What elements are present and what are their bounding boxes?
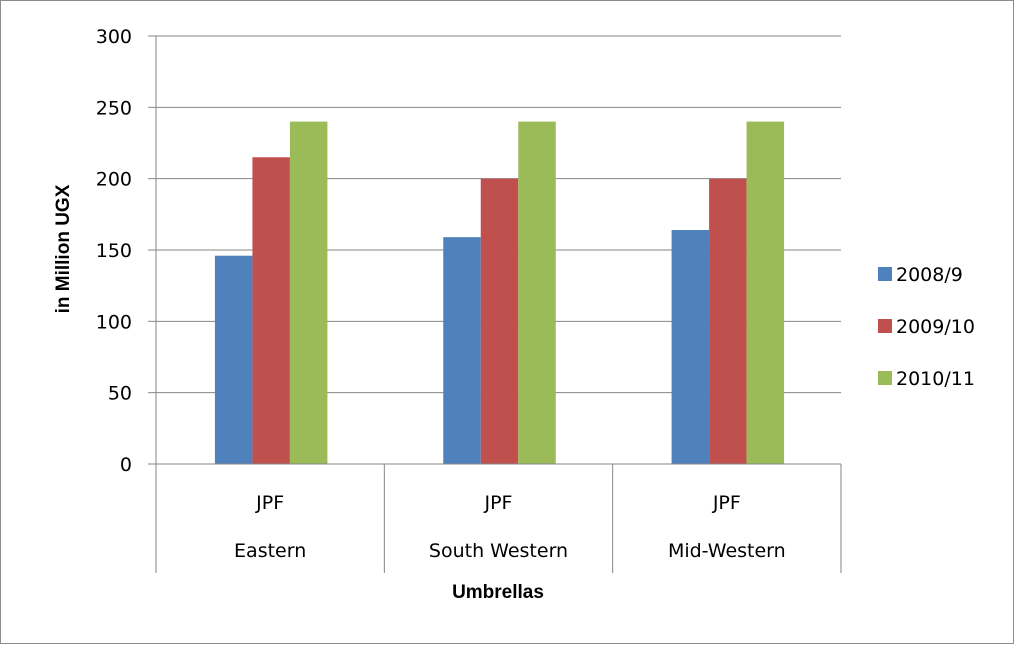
bars (214, 121, 785, 464)
bar-2009-10-0 (252, 157, 290, 464)
bar-2009-10-1 (480, 178, 519, 464)
bar-2008-9-1 (443, 237, 481, 464)
legend: 2008/9 2009/10 2010/11 (878, 264, 975, 390)
y-tick-label: 50 (108, 383, 132, 405)
x-tick-label-outer: South Western (429, 540, 568, 562)
bar-2008-9-0 (214, 255, 253, 464)
x-axis: JPF Eastern JPF South Western JPF Mid-Western (155, 36, 842, 573)
bar-2010-11-2 (746, 121, 785, 464)
bar-2010-11-0 (289, 121, 328, 464)
y-axis-ticks: 0 50 100 150 200 250 300 (96, 26, 156, 476)
x-axis-title: Umbrellas (452, 582, 544, 603)
bar-2008-9-2 (671, 230, 710, 464)
legend-label: 2010/11 (896, 368, 975, 390)
y-tick-label: 100 (96, 311, 132, 333)
bar-2009-10-2 (709, 178, 747, 464)
x-tick-label-inner: JPF (255, 492, 284, 514)
x-tick-label-inner: JPF (712, 492, 741, 514)
x-tick-label-outer: Eastern (234, 540, 306, 562)
legend-label: 2008/9 (896, 264, 963, 286)
y-tick-label: 250 (96, 97, 132, 119)
y-tick-label: 300 (96, 26, 132, 48)
legend-swatch (878, 319, 892, 333)
legend-label: 2009/10 (896, 316, 975, 338)
bar-2010-11-1 (518, 121, 556, 464)
y-tick-label: 200 (96, 169, 132, 191)
legend-swatch (878, 267, 892, 281)
y-tick-label: 0 (120, 454, 132, 476)
y-axis-title: in Million UGX (53, 184, 74, 313)
legend-swatch (878, 371, 892, 385)
y-tick-label: 150 (96, 240, 132, 262)
x-tick-label-inner: JPF (484, 492, 513, 514)
x-tick-label-outer: Mid-Western (668, 540, 786, 562)
